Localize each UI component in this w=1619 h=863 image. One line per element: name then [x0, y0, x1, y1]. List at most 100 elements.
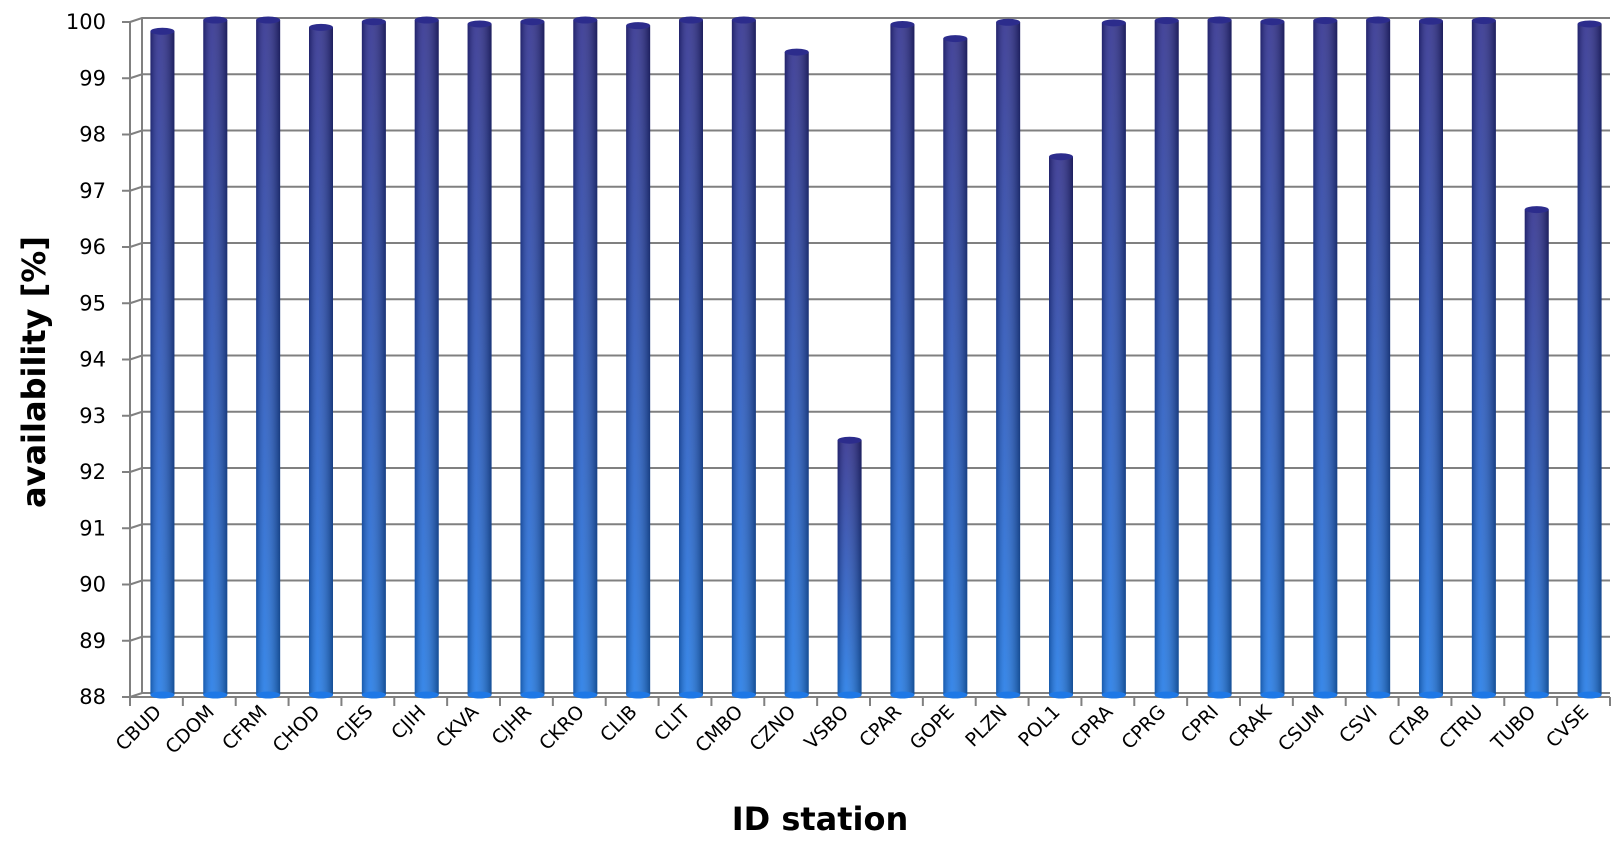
- y-tick-labels: 88 89 90 91 92 93 94 95 96 97 98 99 100: [66, 10, 106, 709]
- bar-shading: [784, 52, 809, 695]
- bar-cap: [203, 16, 228, 24]
- x-tick-label: CDOM: [161, 701, 218, 758]
- bar-gope: [943, 35, 968, 699]
- x-tick-label: CJES: [331, 701, 377, 747]
- y-tick-label: 99: [79, 66, 106, 90]
- bar-shading: [890, 24, 915, 695]
- bar-base: [467, 691, 492, 699]
- bar-cjhr: [520, 18, 545, 699]
- bar-cap: [626, 22, 651, 30]
- bar-cap: [837, 436, 862, 444]
- bar-cap: [1419, 17, 1443, 25]
- bar-shading: [626, 25, 651, 695]
- bar-cap: [1471, 17, 1496, 25]
- bar-shading: [414, 20, 439, 695]
- bar-cap: [784, 48, 809, 56]
- bar-cjih: [414, 16, 439, 699]
- bar-clit: [679, 16, 703, 699]
- x-tick-label: CSVI: [1335, 701, 1382, 748]
- bar-base: [1366, 691, 1391, 699]
- bar-cap: [890, 21, 915, 28]
- x-axis-title: ID station: [732, 800, 909, 838]
- bar-cap: [1313, 17, 1338, 25]
- bar-base: [731, 691, 756, 699]
- bar-cmbo: [731, 16, 756, 699]
- bar-ckro: [573, 16, 598, 699]
- y-tick-label: 95: [79, 291, 106, 315]
- x-tick-label: CJHR: [488, 701, 536, 749]
- bar-shading: [731, 20, 756, 695]
- bar-base: [1577, 691, 1602, 699]
- x-tick-label: CSUM: [1274, 701, 1329, 756]
- bar-base: [256, 691, 281, 699]
- bar-shading: [309, 27, 333, 695]
- x-tick-label: CMBO: [691, 701, 747, 757]
- x-tick-label: CTAB: [1384, 701, 1435, 752]
- bar-base: [573, 691, 598, 699]
- x-tick-label: POL1: [1014, 701, 1064, 751]
- x-tick-label: CRAK: [1224, 701, 1276, 753]
- x-tick-label: CTRU: [1435, 701, 1487, 753]
- x-tick-label: CPRA: [1066, 701, 1117, 752]
- bar-base: [150, 691, 175, 699]
- bar-shading: [943, 38, 968, 695]
- bar-cap: [256, 16, 281, 24]
- bar-cap: [361, 18, 386, 26]
- bar-chod: [309, 23, 333, 699]
- bar-ctab: [1419, 17, 1443, 699]
- bar-base: [837, 691, 862, 699]
- y-axis-title: availability [%]: [15, 236, 53, 508]
- y-tick-label: 96: [79, 235, 106, 259]
- bar-cap: [996, 18, 1021, 26]
- bar-shading: [1260, 21, 1285, 695]
- bar-shading: [1313, 20, 1338, 695]
- bar-base: [309, 691, 333, 699]
- y-tick-label: 98: [79, 123, 106, 147]
- bar-pol1: [1049, 153, 1073, 699]
- bar-clib: [626, 22, 651, 699]
- bar-base: [1524, 691, 1549, 699]
- bar-shading: [150, 31, 175, 695]
- y-tick-label: 91: [79, 516, 106, 540]
- x-tick-label: CJIH: [387, 701, 430, 744]
- x-tick-label: CPRG: [1117, 701, 1170, 754]
- x-tick-label: CVSE: [1542, 701, 1593, 752]
- bar-vsbo: [837, 436, 862, 699]
- x-tick-label: CPAR: [855, 701, 906, 752]
- bar-cprg: [1154, 17, 1179, 699]
- bar-base: [1313, 691, 1338, 699]
- bar-cap: [1207, 16, 1232, 24]
- bar-cap: [1154, 17, 1179, 25]
- bar-shading: [1207, 20, 1232, 695]
- bar-shading: [1577, 23, 1602, 695]
- bars: [150, 16, 1602, 699]
- bar-cap: [150, 27, 175, 35]
- bar-cpra: [1101, 19, 1126, 699]
- bar-base: [1419, 691, 1443, 699]
- y-tick-label: 89: [79, 629, 106, 653]
- bar-base: [1260, 691, 1285, 699]
- bar-cap: [943, 35, 968, 43]
- bar-cap: [414, 16, 439, 24]
- bar-cap: [1366, 16, 1391, 24]
- bar-base: [784, 691, 809, 699]
- y-tick-label: 93: [79, 404, 106, 428]
- bar-tubo: [1524, 206, 1549, 699]
- bar-cpar: [890, 21, 915, 699]
- bar-czno: [784, 48, 809, 699]
- bar-base: [1101, 691, 1126, 699]
- bar-cap: [1577, 20, 1602, 28]
- bar-cap: [573, 16, 598, 24]
- bar-csvi: [1366, 16, 1391, 699]
- bar-base: [1154, 691, 1179, 699]
- x-tick-label: CHOD: [269, 701, 325, 757]
- bar-shading: [203, 20, 228, 695]
- x-tick-label: CZNO: [745, 701, 800, 756]
- bar-shading: [1524, 209, 1549, 695]
- x-tick-label: CLIT: [650, 701, 695, 746]
- bar-cbud: [150, 27, 175, 699]
- x-tick-label: CKVA: [432, 701, 483, 752]
- bar-shading: [256, 20, 281, 695]
